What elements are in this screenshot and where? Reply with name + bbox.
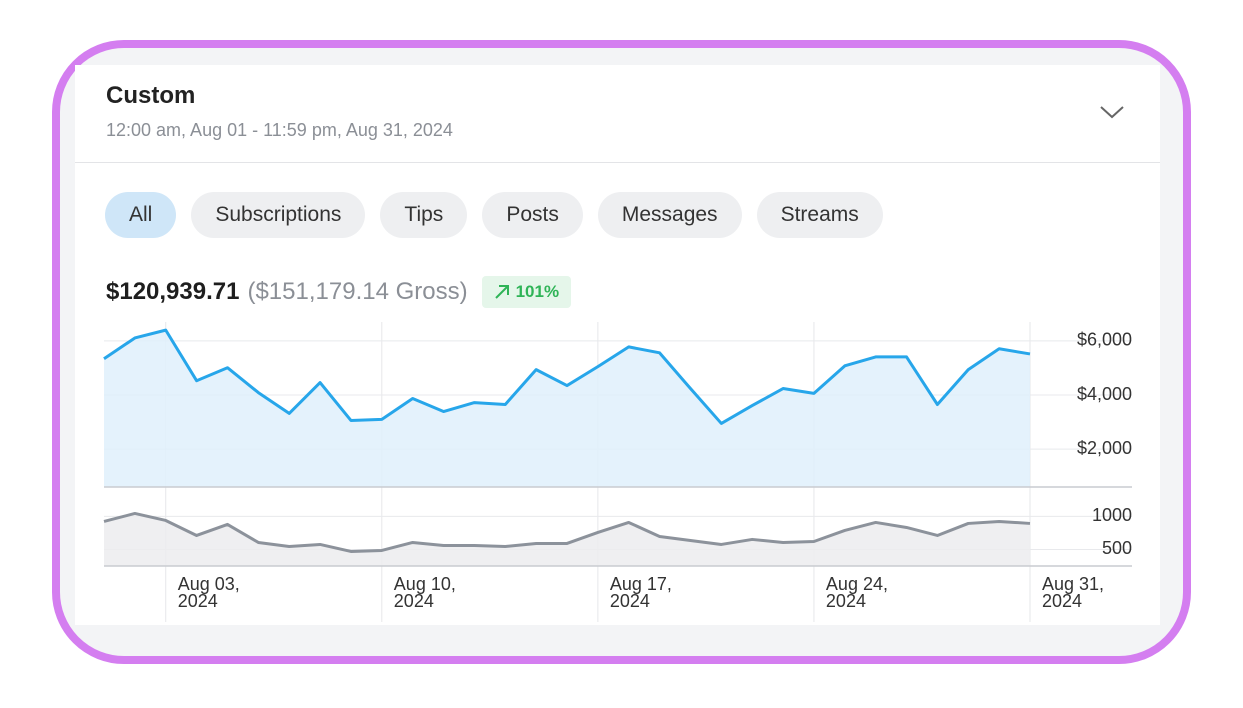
tab-bar: All Subscriptions Tips Posts Messages St… bbox=[105, 192, 883, 238]
tab[interactable]: All bbox=[105, 192, 177, 238]
y-tick-label: $6,000 bbox=[1077, 330, 1132, 350]
up-arrow bbox=[494, 285, 509, 299]
change-badge: 101% bbox=[481, 276, 572, 308]
y-tick-label: 1000 bbox=[1092, 505, 1132, 525]
tab[interactable]: Tips bbox=[380, 192, 468, 238]
gross-amount: ($151,179.14 Gross) bbox=[247, 278, 468, 305]
area-fill bbox=[104, 330, 1030, 487]
y-tick-label: $4,000 bbox=[1077, 384, 1132, 404]
x-tick-label: Aug 31, 2024 bbox=[1042, 574, 1105, 611]
series-line bbox=[103, 511, 1031, 553]
net-amount: $120,939.71 bbox=[106, 278, 240, 305]
x-tick-label: Aug 03, 2024 bbox=[177, 574, 240, 611]
area-fill bbox=[104, 513, 1030, 566]
tab[interactable]: Messages bbox=[597, 192, 742, 238]
tab[interactable]: Posts bbox=[482, 192, 583, 238]
change-value: 101% bbox=[515, 282, 560, 301]
tab[interactable]: Subscriptions bbox=[191, 192, 366, 238]
header-title: Custom bbox=[106, 82, 196, 109]
x-tick-label: Aug 10, 2024 bbox=[393, 574, 456, 611]
x-tick-label: Aug 24, 2024 bbox=[825, 574, 888, 611]
series-line bbox=[103, 328, 1031, 425]
y-tick-label: 500 bbox=[1102, 538, 1132, 558]
dropdown-chevron[interactable] bbox=[1098, 102, 1126, 122]
tab[interactable]: Streams bbox=[756, 192, 883, 238]
divider bbox=[75, 162, 1160, 163]
y-tick-label: $2,000 bbox=[1077, 438, 1132, 458]
header-subtitle: 12:00 am, Aug 01 - 11:59 pm, Aug 31, 202… bbox=[106, 120, 453, 140]
summary: $120,939.71 ($151,179.14 Gross) 101% bbox=[106, 276, 572, 308]
x-tick-label: Aug 17, 2024 bbox=[609, 574, 672, 611]
